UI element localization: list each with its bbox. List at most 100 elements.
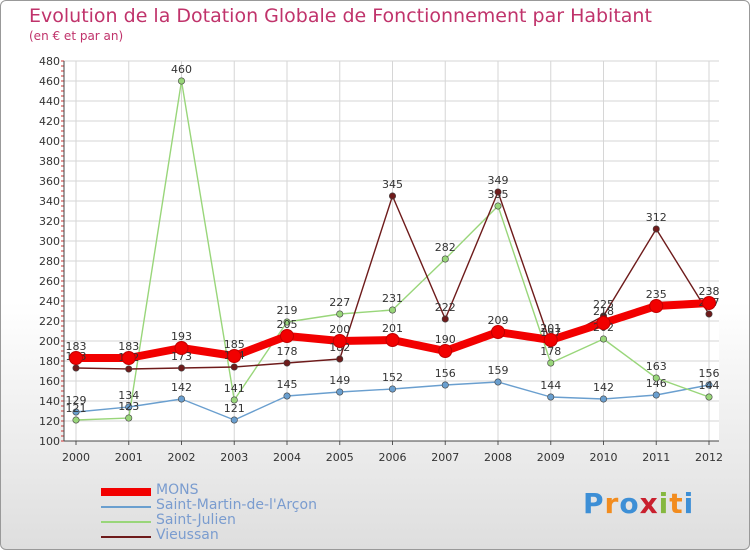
data-label-mons: 200 bbox=[329, 323, 350, 336]
data-label-mons: 201 bbox=[382, 322, 403, 335]
x-tick-label: 2005 bbox=[326, 451, 354, 464]
data-point-vieussan bbox=[283, 359, 291, 367]
data-point-vieussan bbox=[230, 363, 238, 371]
data-label-saint-martin-de-l-ar-on: 152 bbox=[382, 371, 403, 384]
data-point-saint-martin-de-l-ar-on bbox=[441, 381, 449, 389]
proxiti-logo: Proxiti bbox=[583, 487, 694, 520]
data-point-mons bbox=[385, 333, 400, 347]
data-label-mons: 209 bbox=[488, 314, 509, 327]
data-label-mons: 201 bbox=[540, 322, 561, 335]
data-label-mons: 190 bbox=[435, 333, 456, 346]
data-label-mons: 185 bbox=[224, 338, 245, 351]
logo-letter: i bbox=[658, 487, 670, 520]
data-label-vieussan: 222 bbox=[435, 301, 456, 314]
data-label-saint-julien: 123 bbox=[118, 400, 139, 413]
chart-title: Evolution de la Dotation Globale de Fonc… bbox=[29, 5, 652, 27]
data-label-vieussan: 345 bbox=[382, 178, 403, 191]
data-label-vieussan: 312 bbox=[646, 211, 667, 224]
y-tick-label: 240 bbox=[39, 295, 60, 308]
x-tick-label: 2001 bbox=[115, 451, 143, 464]
data-point-saint-julien bbox=[230, 396, 238, 404]
data-point-saint-julien bbox=[441, 255, 449, 263]
y-tick-label: 120 bbox=[39, 415, 60, 428]
data-point-mons bbox=[649, 299, 664, 313]
data-label-saint-martin-de-l-ar-on: 156 bbox=[435, 367, 456, 380]
y-tick-label: 260 bbox=[39, 275, 60, 288]
data-point-saint-julien bbox=[388, 306, 396, 314]
data-point-saint-martin-de-l-ar-on bbox=[494, 378, 502, 386]
data-point-mons bbox=[332, 334, 347, 348]
y-tick-label: 480 bbox=[39, 55, 60, 68]
data-label-vieussan: 178 bbox=[277, 345, 298, 358]
x-tick-label: 2002 bbox=[168, 451, 196, 464]
legend-label-vieussan: Vieussan bbox=[156, 527, 219, 543]
data-point-vieussan bbox=[388, 192, 396, 200]
x-tick-label: 2010 bbox=[590, 451, 618, 464]
y-tick-label: 300 bbox=[39, 235, 60, 248]
data-label-saint-julien: 282 bbox=[435, 241, 456, 254]
x-tick-label: 2007 bbox=[431, 451, 459, 464]
data-label-mons: 183 bbox=[66, 340, 87, 353]
data-label-mons: 205 bbox=[277, 318, 298, 331]
data-point-vieussan bbox=[125, 365, 133, 373]
x-tick-label: 2012 bbox=[695, 451, 723, 464]
y-tick-label: 180 bbox=[39, 355, 60, 368]
data-point-saint-julien bbox=[547, 359, 555, 367]
data-label-saint-martin-de-l-ar-on: 149 bbox=[329, 374, 350, 387]
data-point-saint-martin-de-l-ar-on bbox=[547, 393, 555, 401]
data-label-saint-julien: 141 bbox=[224, 382, 245, 395]
data-point-mons bbox=[543, 333, 558, 347]
legend-swatch-mons bbox=[101, 488, 151, 496]
y-tick-label: 140 bbox=[39, 395, 60, 408]
data-point-mons bbox=[596, 316, 611, 330]
data-label-saint-martin-de-l-ar-on: 159 bbox=[488, 364, 509, 377]
y-tick-label: 160 bbox=[39, 375, 60, 388]
data-point-saint-martin-de-l-ar-on bbox=[72, 408, 80, 416]
data-point-saint-julien bbox=[652, 374, 660, 382]
data-point-saint-martin-de-l-ar-on bbox=[705, 381, 713, 389]
data-point-mons bbox=[491, 325, 505, 339]
logo-letter: o bbox=[619, 487, 640, 520]
logo-letter: t bbox=[669, 487, 684, 520]
y-tick-label: 400 bbox=[39, 135, 60, 148]
y-tick-label: 340 bbox=[39, 195, 60, 208]
y-tick-label: 380 bbox=[39, 155, 60, 168]
data-label-saint-julien: 163 bbox=[646, 360, 667, 373]
data-point-mons bbox=[280, 329, 294, 343]
data-label-saint-martin-de-l-ar-on: 134 bbox=[118, 389, 139, 402]
data-label-vieussan: 173 bbox=[171, 350, 192, 363]
data-point-saint-martin-de-l-ar-on bbox=[125, 403, 133, 411]
data-point-saint-julien bbox=[336, 310, 344, 318]
data-point-vieussan bbox=[652, 225, 660, 233]
data-point-saint-martin-de-l-ar-on bbox=[652, 391, 660, 399]
logo-letter: r bbox=[604, 487, 620, 520]
logo-letter: P bbox=[583, 487, 605, 520]
legend-label-saint-martin: Saint-Martin-de-l'Arçon bbox=[156, 497, 317, 513]
data-point-saint-julien bbox=[494, 202, 502, 210]
data-label-saint-julien: 219 bbox=[277, 304, 298, 317]
data-point-vieussan bbox=[705, 310, 713, 318]
data-label-mons: 238 bbox=[699, 285, 720, 298]
y-tick-label: 440 bbox=[39, 95, 60, 108]
legend-label-mons: MONS bbox=[156, 482, 199, 498]
x-tick-label: 2011 bbox=[642, 451, 670, 464]
data-label-saint-julien: 144 bbox=[699, 379, 720, 392]
y-tick-label: 100 bbox=[39, 435, 60, 448]
data-label-saint-julien: 460 bbox=[171, 63, 192, 76]
data-point-vieussan bbox=[336, 355, 344, 363]
data-point-saint-julien bbox=[72, 416, 80, 424]
data-point-saint-martin-de-l-ar-on bbox=[283, 392, 291, 400]
data-label-mons: 193 bbox=[171, 330, 192, 343]
data-point-saint-julien bbox=[178, 77, 186, 85]
data-point-mons bbox=[69, 351, 83, 365]
y-tick-label: 460 bbox=[39, 75, 60, 88]
data-point-saint-martin-de-l-ar-on bbox=[178, 395, 186, 403]
data-label-vieussan: 349 bbox=[488, 174, 509, 187]
data-point-vieussan bbox=[72, 364, 80, 372]
data-label-saint-martin-de-l-ar-on: 121 bbox=[224, 402, 245, 415]
data-label-mons: 235 bbox=[646, 288, 667, 301]
data-label-saint-martin-de-l-ar-on: 146 bbox=[646, 377, 667, 390]
data-point-saint-julien bbox=[125, 414, 133, 422]
data-point-mons bbox=[438, 344, 453, 358]
